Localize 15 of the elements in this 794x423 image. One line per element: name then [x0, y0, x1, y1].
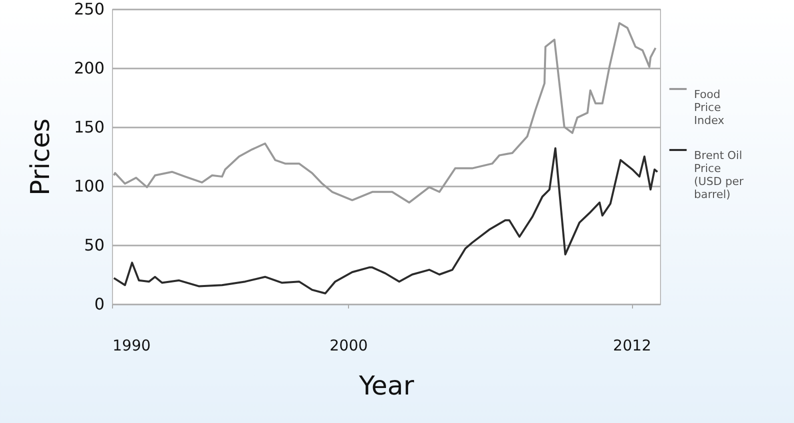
legend-label: Food Price Index: [694, 88, 725, 127]
x-tick-label: 2012: [613, 336, 652, 354]
y-axis-title: Prices: [26, 118, 56, 196]
x-axis-title: Year: [358, 372, 414, 402]
y-tick-label: 50: [84, 236, 104, 254]
y-tick-label: 100: [74, 176, 104, 196]
x-tick-label: 1990: [112, 336, 151, 354]
legend-label: Brent Oil Price (USD per barrel): [694, 149, 744, 201]
y-tick-label: 250: [74, 0, 104, 18]
y-tick-label: 0: [94, 294, 104, 314]
y-tick-label: 200: [74, 58, 104, 78]
line-series: [112, 22, 657, 204]
x-tick-label: 2000: [330, 336, 368, 354]
y-tick-label: 150: [74, 118, 104, 136]
line-series: [112, 147, 658, 294]
